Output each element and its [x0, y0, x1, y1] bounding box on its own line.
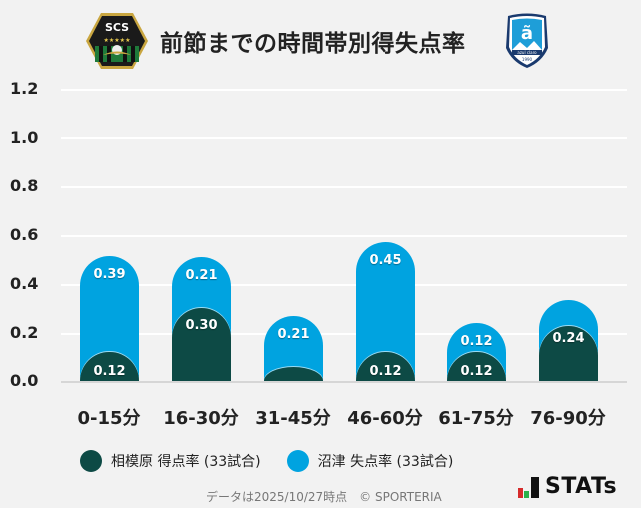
gridline	[61, 89, 627, 91]
chart-header: SCS ★★★★★ 前節までの時間帯別得失点率 ã azul claro 199…	[0, 8, 641, 74]
gridline	[61, 333, 627, 335]
chart-title: 前節までの時間帯別得失点率	[160, 31, 466, 57]
x-label: 16-30分	[163, 408, 239, 429]
value-label-conceded: 0.21	[185, 268, 218, 283]
x-label: 76-90分	[530, 408, 606, 429]
bar-76-90: 0.24	[539, 300, 598, 381]
legend-swatch-dark-icon	[80, 450, 102, 472]
legend-item-conceded[interactable]: 沼津 失点率 (33試合)	[286, 450, 454, 472]
svg-text:ã: ã	[521, 23, 533, 44]
gridline	[61, 137, 627, 139]
legend-swatch-blue-icon	[286, 450, 309, 472]
value-label-scored: 0.12	[460, 364, 493, 379]
x-label: 46-60分	[347, 408, 423, 429]
svg-text:azul claro: azul claro	[517, 50, 537, 55]
value-label-scored: 0.12	[369, 364, 402, 379]
x-label: 0-15分	[77, 408, 141, 429]
y-tick-0-4: 0.4	[10, 274, 39, 293]
bar-0-15: 0.39 0.12	[80, 256, 139, 381]
bar-61-75: 0.12 0.12	[447, 323, 506, 381]
azul-claro-numazu-crest-icon: ã azul claro 1990	[506, 13, 548, 68]
value-label-conceded: 0.21	[277, 327, 310, 342]
x-label: 31-45分	[255, 408, 331, 429]
svg-text:SCS: SCS	[105, 21, 129, 34]
x-label: 61-75分	[438, 408, 514, 429]
legend: 相模原 得点率 (33試合) 沼津 失点率 (33試合)	[80, 449, 479, 473]
bar-16-30: 0.21 0.30	[172, 257, 231, 381]
sagamihara-crest-icon: SCS ★★★★★	[86, 13, 148, 69]
value-label-conceded: 0.45	[369, 253, 402, 268]
value-label-conceded: 0.39	[93, 267, 126, 282]
stats-brand-logo: STATs	[518, 474, 617, 498]
y-tick-0-6: 0.6	[10, 225, 39, 244]
x-axis-baseline	[61, 381, 627, 383]
y-tick-1-2: 1.2	[10, 79, 39, 98]
value-label-scored: 0.12	[93, 364, 126, 379]
y-tick-0-2: 0.2	[10, 323, 39, 342]
svg-text:★★★★★: ★★★★★	[104, 37, 131, 44]
gridline	[61, 235, 627, 237]
legend-item-scored[interactable]: 相模原 得点率 (33試合)	[80, 450, 261, 472]
value-label-conceded: 0.12	[460, 334, 493, 349]
bar-46-60: 0.45 0.12	[356, 242, 415, 381]
bar-segment-scored	[539, 326, 598, 381]
stats-bars-icon	[518, 477, 539, 498]
stats-brand-text: STATs	[545, 474, 618, 499]
legend-label: 相模原 得点率 (33試合)	[111, 454, 261, 470]
gridline	[61, 284, 627, 286]
legend-label: 沼津 失点率 (33試合)	[317, 454, 454, 470]
value-label-scored: 0.24	[552, 331, 585, 346]
svg-text:1990: 1990	[522, 57, 533, 62]
bar-segment-scored	[264, 367, 323, 381]
gridline	[61, 186, 627, 188]
y-tick-0-0: 0.0	[10, 371, 39, 390]
bar-31-45: 0.21	[264, 316, 323, 381]
y-tick-1-0: 1.0	[10, 128, 39, 147]
value-label-scored: 0.30	[185, 318, 218, 333]
data-source-note: データは2025/10/27時点 © SPORTERIA	[206, 490, 442, 504]
y-tick-0-8: 0.8	[10, 176, 39, 195]
bar-segment-scored	[172, 308, 231, 381]
